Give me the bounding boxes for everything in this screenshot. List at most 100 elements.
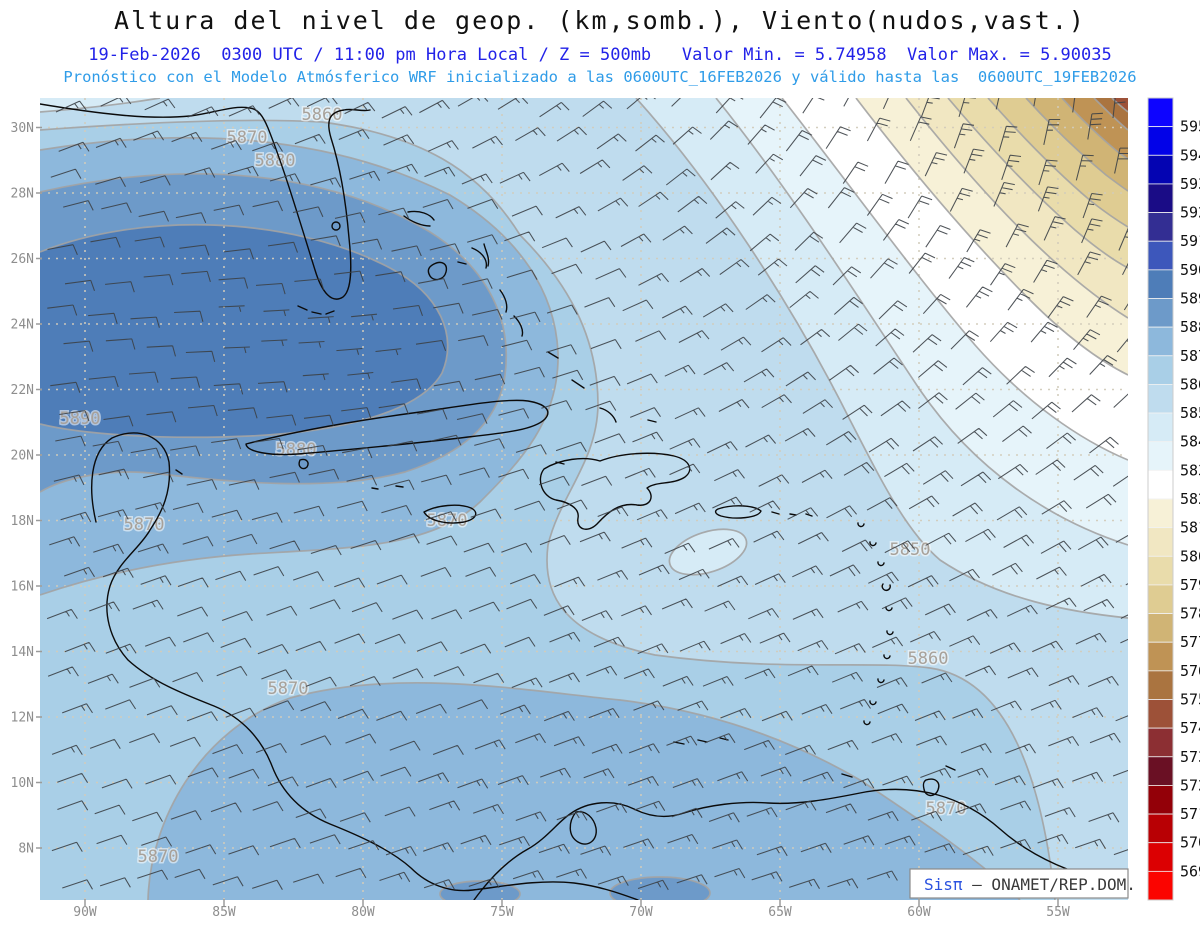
lon-axis-label: 85W — [212, 905, 236, 920]
colorbar-segment — [1147, 240, 1174, 271]
contour-5750 — [1111, 98, 1128, 113]
lon-axis-label: 75W — [490, 905, 514, 920]
colorbar-segment — [1147, 641, 1174, 672]
colorbar-label: 5950 — [1180, 118, 1200, 136]
coast-florida-keys — [297, 305, 335, 315]
colorbar-segment — [1147, 870, 1174, 901]
contour-5880-patch — [439, 880, 521, 900]
colorbar-label: 5700 — [1180, 834, 1200, 852]
coast-south-america — [473, 788, 1127, 900]
contour-value-label: 5870 — [138, 847, 179, 867]
attribution-brand: Sisπ — [924, 875, 963, 894]
contour-5870-south — [147, 681, 1021, 900]
colorbar-segment — [1147, 97, 1174, 128]
colorbar-label: 5780 — [1180, 605, 1200, 623]
colorbar-label: 5710 — [1180, 805, 1200, 823]
colorbar-segment — [1147, 785, 1174, 815]
contour-value-label: 5870 — [268, 679, 309, 699]
lon-axis-label: 70W — [629, 905, 653, 920]
colorbar-segment — [1147, 298, 1174, 328]
colorbar-label: 5810 — [1180, 519, 1200, 537]
valid-time-line: 19-Feb-2026 0300 UTC / 11:00 pm Hora Loc… — [88, 45, 1112, 65]
colorbar-segment — [1147, 699, 1174, 729]
coast-abc-islands — [673, 737, 853, 778]
colorbar-label: 5830 — [1180, 461, 1200, 479]
coast-cayman — [371, 485, 404, 490]
colorbar-label: 5890 — [1180, 290, 1200, 308]
lat-axis-label: 14N — [11, 645, 34, 660]
colorbar-label: 5760 — [1180, 662, 1200, 680]
colorbar-segment — [1147, 813, 1174, 844]
attribution-background — [909, 868, 1129, 899]
attribution-org: – ONAMET/REP.DOM. — [963, 875, 1136, 894]
colorbar-segment — [1147, 756, 1174, 786]
contour-value-label: 5860 — [908, 649, 949, 669]
contour-value-label: 5870 — [427, 511, 468, 531]
graticule-grid — [40, 98, 1128, 900]
colorbar-label: 5800 — [1180, 547, 1200, 565]
contour-label-layer: 5860 5870 5880 5890 5880 5870 5870 5850 5860 5870… — [58, 104, 968, 869]
contour-5840 — [715, 98, 1128, 546]
colorbar-label: 5750 — [1180, 691, 1200, 709]
contour-value-label: 5880 — [276, 440, 317, 460]
coast-gulf-florida — [40, 103, 371, 300]
colorbar-label: 5740 — [1180, 719, 1200, 737]
lat-axis-label: 30N — [11, 121, 34, 136]
colorbar-segment — [1147, 154, 1174, 185]
contour-5890 — [40, 223, 449, 439]
colorbar-segment — [1147, 412, 1174, 443]
contour-5850 — [635, 98, 1128, 619]
attribution-box: Sisπ – ONAMET/REP.DOM. — [909, 868, 1136, 899]
colorbar-label: 5930 — [1180, 175, 1200, 193]
colorbar-segment — [1147, 842, 1174, 872]
colorbar-label: 5820 — [1180, 490, 1200, 508]
colorbar-segment — [1147, 469, 1174, 500]
contour-5810 — [905, 98, 1128, 319]
colorbar-label: 5770 — [1180, 633, 1200, 651]
colorbar-label: 5720 — [1180, 776, 1200, 794]
contour-value-label: 5860 — [302, 105, 343, 125]
height-band-5890 — [40, 224, 448, 438]
height-band-5880-patch — [610, 877, 710, 900]
colorbar-label: 5940 — [1180, 146, 1200, 164]
colorbar-label: 5910 — [1180, 232, 1200, 250]
contour-5870 — [40, 136, 559, 596]
lat-axis-label: 12N — [11, 711, 34, 726]
colorbar-segment — [1147, 527, 1174, 557]
coast-lesser-antilles — [857, 522, 894, 726]
lat-axis-label: 16N — [11, 580, 34, 595]
attribution-text: Sisπ – ONAMET/REP.DOM. — [924, 875, 1136, 894]
colorbar-segment — [1147, 126, 1174, 156]
contour-5770 — [1061, 98, 1128, 160]
lake-maracaibo — [569, 811, 597, 845]
contour-value-label: 5870 — [926, 799, 967, 819]
contour-value-label: 5890 — [60, 409, 101, 429]
contour-5880-patch — [609, 876, 711, 900]
colorbar-segment — [1147, 384, 1174, 414]
lon-axis-label: 55W — [1046, 905, 1070, 920]
lon-axis-label: 90W — [73, 905, 97, 920]
colorbar-segment — [1147, 613, 1174, 643]
wind-barbs — [46, 98, 1128, 891]
contour-value-label: 5880 — [255, 151, 296, 171]
contour-line-layer — [40, 98, 1128, 900]
contour-value-label: 5870 — [124, 515, 165, 535]
height-shading-layer — [40, 98, 1128, 900]
colorbar-label: 5920 — [1180, 204, 1200, 222]
colorbar-segment — [1147, 355, 1174, 385]
colorbar-label: 5900 — [1180, 261, 1200, 279]
colorbar-segment — [1147, 555, 1174, 586]
colorbar-label: 5860 — [1180, 375, 1200, 393]
colorbar-label: 5690 — [1180, 862, 1200, 880]
coast-hispaniola — [539, 452, 691, 530]
coast-cuba — [245, 399, 549, 470]
lat-axis-label: 22N — [11, 383, 34, 398]
contour-5780 — [1025, 98, 1128, 192]
colorbar-label: 5730 — [1180, 748, 1200, 766]
colorbar-label: 5870 — [1180, 347, 1200, 365]
colorbar-segment — [1147, 498, 1174, 529]
lat-axis-label: 24N — [11, 318, 34, 333]
contour-5840-pocket — [668, 528, 748, 576]
axis-layer: 30N 28N 26N 24N 22N 20N 18N 16N 14N 12N 10N 8N 90W 85… — [11, 121, 1070, 920]
colorbar-legend: 5950 5940 5930 5920 5910 5900 5890 5880 5870 5860… — [1147, 97, 1200, 901]
